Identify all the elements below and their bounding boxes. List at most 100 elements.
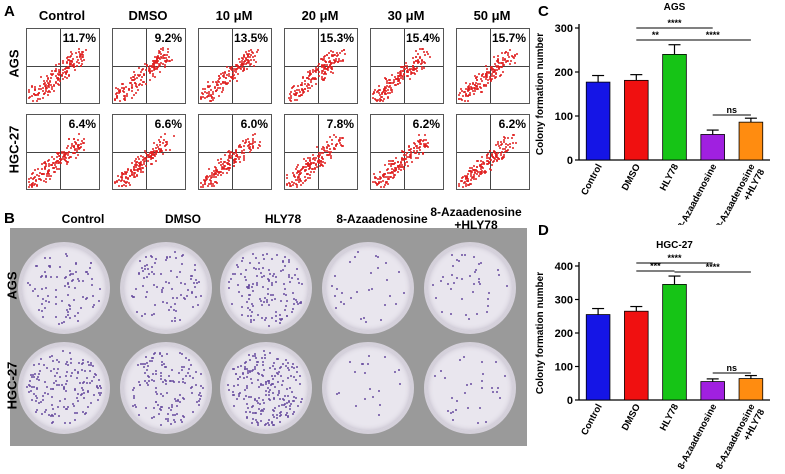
colony-speck xyxy=(256,423,259,426)
event-dot xyxy=(30,95,33,98)
colony-speck xyxy=(268,379,271,382)
colony-speck xyxy=(267,269,270,272)
event-dot xyxy=(414,59,417,62)
event-dot xyxy=(465,92,468,95)
plate-column-header: 8-Azaadenosine +HLY78 xyxy=(430,205,522,232)
colony-speck xyxy=(93,376,96,379)
event-dot xyxy=(514,62,517,65)
event-dot xyxy=(390,160,393,163)
event-dot xyxy=(251,52,254,55)
colony-speck xyxy=(166,391,169,394)
event-dot xyxy=(222,162,225,165)
colony-speck xyxy=(246,367,249,370)
event-dot xyxy=(246,59,249,62)
event-dot xyxy=(301,168,303,171)
event-dot xyxy=(307,168,310,171)
colony-speck xyxy=(76,370,79,373)
event-dot xyxy=(72,145,75,148)
event-dot xyxy=(251,142,254,145)
event-dot xyxy=(487,82,490,85)
colony-speck xyxy=(69,272,72,275)
colony-speck xyxy=(81,388,84,391)
event-dot xyxy=(232,160,235,163)
event-dot xyxy=(79,146,82,149)
colony-speck xyxy=(130,295,133,298)
event-dot xyxy=(214,171,217,174)
event-dot xyxy=(477,83,480,86)
event-dot xyxy=(245,52,248,55)
colony-speck xyxy=(161,360,164,363)
event-dot xyxy=(293,173,296,176)
colony-speck xyxy=(80,394,83,397)
event-dot xyxy=(340,49,343,52)
colony-speck xyxy=(254,257,257,260)
event-dot xyxy=(70,144,73,147)
event-dot xyxy=(426,144,429,147)
colony-speck xyxy=(295,298,298,301)
colony-speck xyxy=(46,385,49,388)
event-dot xyxy=(83,142,86,145)
colony-speck xyxy=(31,399,34,402)
event-dot xyxy=(483,170,486,172)
colony-speck xyxy=(458,260,461,263)
event-dot xyxy=(48,164,51,167)
colony-speck xyxy=(475,312,478,315)
event-dot xyxy=(253,132,256,135)
event-dot xyxy=(323,57,326,60)
colony-speck xyxy=(184,374,187,377)
event-dot xyxy=(386,167,389,170)
event-dot xyxy=(164,133,167,136)
event-dot xyxy=(469,166,471,169)
event-dot xyxy=(481,156,484,159)
event-dot xyxy=(410,68,413,71)
event-dot xyxy=(331,68,334,71)
colony-speck xyxy=(295,267,298,270)
event-dot xyxy=(330,63,333,66)
event-dot xyxy=(245,68,248,70)
colony-speck xyxy=(232,391,235,394)
event-dot xyxy=(240,59,243,62)
colony-speck xyxy=(287,260,290,263)
event-dot xyxy=(311,77,314,80)
event-dot xyxy=(156,54,159,57)
event-dot xyxy=(131,89,134,92)
event-dot xyxy=(317,63,320,66)
event-dot xyxy=(480,170,483,173)
event-dot xyxy=(71,65,74,68)
event-dot xyxy=(402,69,405,72)
event-dot xyxy=(137,75,140,78)
colony-speck xyxy=(40,288,43,291)
colony-speck xyxy=(85,271,88,274)
event-dot xyxy=(394,169,397,172)
colony-speck xyxy=(41,303,44,306)
colony-speck xyxy=(88,267,91,270)
colony-speck xyxy=(193,268,196,271)
y-tick-label: 0 xyxy=(567,155,573,167)
event-dot xyxy=(33,86,36,89)
event-dot xyxy=(473,74,476,77)
colony-speck xyxy=(171,320,174,323)
apoptosis-percentage: 6.2% xyxy=(412,117,440,131)
event-dot xyxy=(155,160,157,163)
colony-speck xyxy=(92,306,95,309)
colony-speck xyxy=(283,283,286,286)
event-dot xyxy=(326,140,329,143)
colony-speck xyxy=(282,269,285,272)
colony-speck xyxy=(475,269,478,272)
event-dot xyxy=(133,71,136,74)
event-dot xyxy=(225,167,228,170)
colony-speck xyxy=(154,401,157,404)
event-dot xyxy=(325,150,328,153)
event-dot xyxy=(306,77,309,80)
event-dot xyxy=(492,68,495,71)
event-dot xyxy=(172,134,175,137)
colony-speck xyxy=(55,289,58,292)
significance-label: **** xyxy=(667,253,682,263)
event-dot xyxy=(475,87,478,90)
event-dot xyxy=(144,83,147,86)
event-dot xyxy=(31,99,34,102)
colony-speck xyxy=(271,377,274,380)
event-dot xyxy=(74,147,77,150)
colony-speck xyxy=(53,367,56,370)
event-dot xyxy=(237,58,240,61)
